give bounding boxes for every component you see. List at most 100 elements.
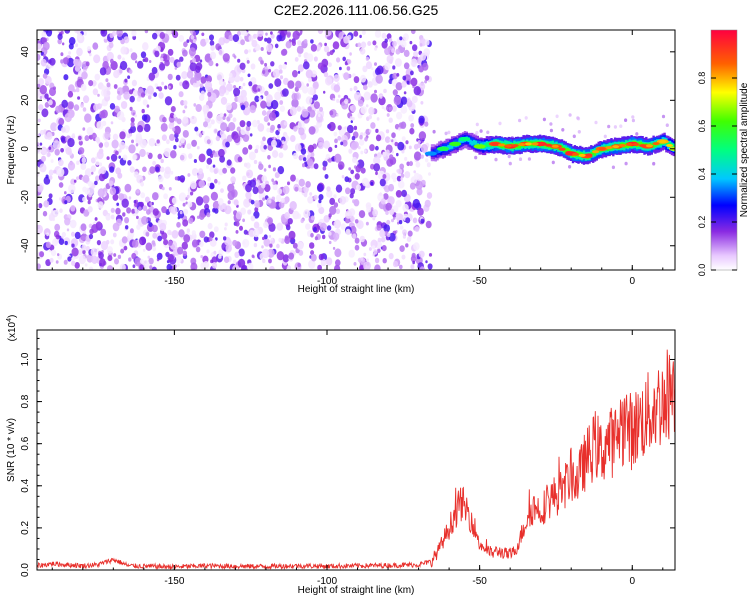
noise-cell [96,120,104,130]
y-tick-label: 0.2 [20,521,31,535]
noise-cell [374,264,381,270]
noise-cell [109,38,113,42]
noise-cell [305,96,313,105]
noise-cell [84,113,92,123]
noise-cell [368,129,372,133]
noise-cell [594,120,598,125]
noise-cell [207,222,213,230]
noise-cell [172,127,176,132]
noise-cell [68,37,76,46]
noise-cell [300,148,307,155]
noise-cell [268,83,274,89]
noise-cell [270,237,273,241]
noise-cell [272,68,281,78]
noise-cell [67,256,72,262]
noise-cell [340,223,346,230]
noise-cell [58,197,62,201]
noise-cell [409,127,415,135]
noise-cell [360,41,367,49]
noise-cell [39,129,45,136]
noise-cell [179,81,183,87]
noise-cell [215,135,221,142]
noise-cell [366,262,370,266]
noise-cell [148,217,151,221]
noise-cell [135,143,139,147]
noise-cell [76,33,83,41]
noise-cell [475,130,479,135]
noise-cell [174,66,177,70]
noise-cell [382,174,387,179]
noise-cell [611,165,616,170]
noise-cell [237,58,241,63]
noise-cell [384,47,391,56]
noise-cell [109,32,114,39]
noise-cell [270,99,279,110]
noise-cell [389,154,394,160]
noise-cell [131,239,139,248]
noise-cell [140,192,146,199]
noise-cell [71,243,75,248]
noise-cell [619,124,623,128]
noise-cell [191,239,199,248]
noise-cell [266,94,273,103]
noise-cell [218,249,224,257]
noise-cell [141,216,149,225]
noise-cell [341,175,345,179]
noise-cell [212,164,216,168]
colorbar: 0.0 0.2 0.4 0.6 0.8 Normalized spectral ampl… [697,29,750,276]
noise-cell [186,70,194,79]
noise-cell [383,88,387,94]
noise-cell [80,83,87,92]
noise-cell [248,49,252,53]
noise-cell [180,100,185,106]
noise-cell [134,114,137,118]
noise-cell [182,144,185,148]
noise-cell [190,262,198,270]
noise-cell [296,106,302,112]
noise-cell [215,43,222,51]
noise-cell [233,259,237,264]
noise-cell [37,83,41,88]
noise-cell [220,122,228,132]
noise-cell [143,123,151,133]
noise-cell [412,44,418,52]
noise-cell [110,121,114,125]
noise-cell [117,54,122,60]
noise-cell [337,125,342,131]
noise-cell [253,243,258,248]
band-cell [518,143,522,149]
noise-cell [228,113,233,119]
noise-cell [233,85,237,89]
noise-cell [344,98,349,105]
noise-cell [183,208,189,215]
noise-cell [426,192,433,199]
noise-cell [63,259,68,265]
noise-cell [375,171,378,176]
noise-cell [424,80,427,84]
noise-cell [215,63,219,67]
noise-cell [486,130,490,135]
noise-cell [236,126,241,132]
noise-cell [190,181,197,190]
noise-cell [353,76,360,84]
noise-cell [263,145,268,150]
noise-cell [45,174,49,179]
noise-cell [303,39,308,44]
noise-cell [178,35,185,42]
noise-cell [255,144,260,150]
noise-cell [253,159,258,165]
noise-cell [350,216,355,222]
noise-cell [324,30,332,37]
noise-cell [195,65,201,73]
noise-cell [46,232,50,237]
noise-cell [228,75,235,84]
noise-cell [216,72,224,82]
noise-cell [395,48,401,55]
noise-cell [106,246,113,254]
noise-cell [219,155,226,163]
noise-cell [188,217,194,224]
noise-cell [275,194,282,202]
noise-cell [310,233,314,238]
noise-cell [164,96,173,106]
noise-cell [413,172,420,180]
